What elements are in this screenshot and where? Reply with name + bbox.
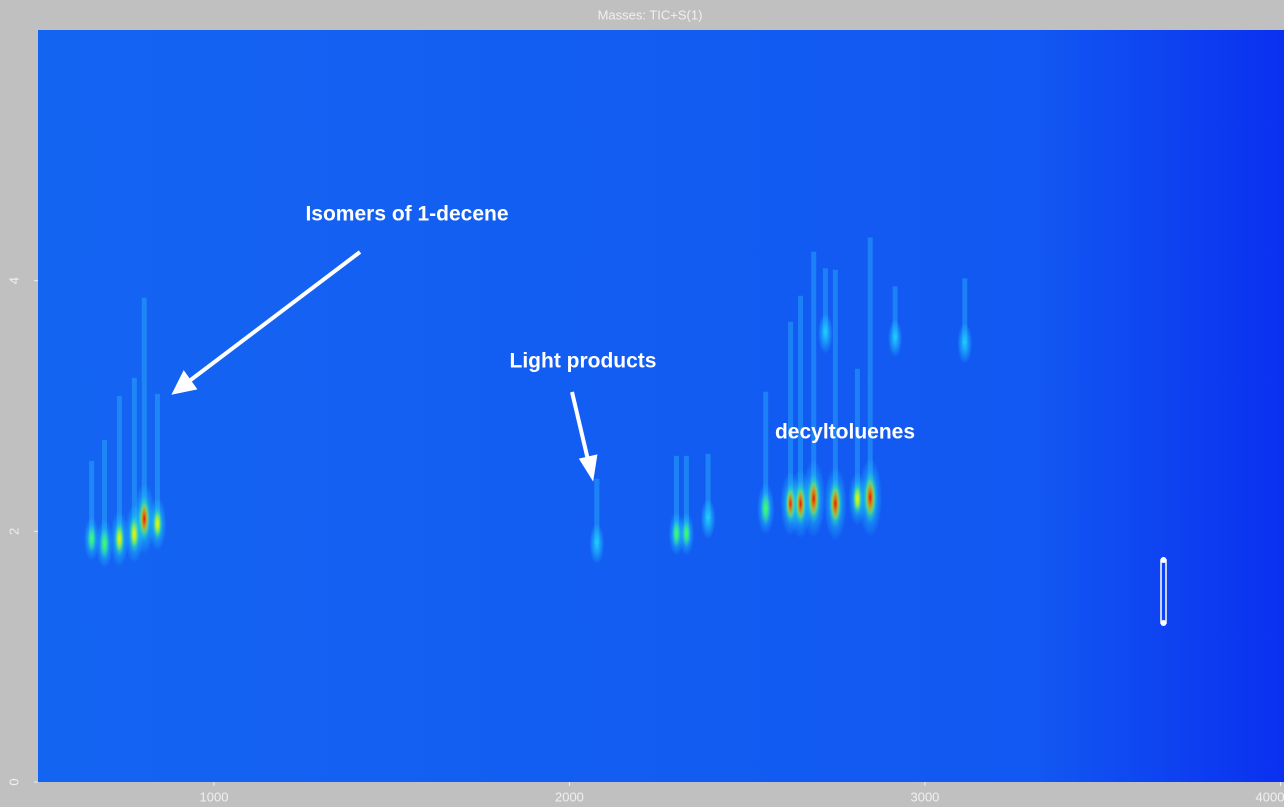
annotation: decyltoluenes bbox=[775, 421, 915, 444]
plot-area bbox=[38, 30, 1284, 782]
peak-level bbox=[810, 483, 818, 514]
peak-level bbox=[87, 525, 95, 552]
peak-level bbox=[116, 526, 123, 551]
peak-halo bbox=[888, 319, 902, 357]
x-tick-label: 1000 bbox=[200, 789, 229, 804]
chart: Masses: TIC+S(1) 1000 2000 3000 4000 0 2 4 Isom… bbox=[0, 0, 1284, 807]
peak-halo bbox=[818, 313, 833, 354]
annotation: Light products bbox=[510, 350, 657, 373]
y-tick-label: 2 bbox=[6, 528, 21, 535]
y-tick-label: 4 bbox=[6, 277, 21, 284]
peak-level bbox=[761, 493, 771, 525]
chart-title: Masses: TIC+S(1) bbox=[598, 7, 703, 22]
page: Masses: TIC+S(1) 1000 2000 3000 4000 0 2 4 Isom… bbox=[0, 0, 1284, 807]
y-tick-label: 0 bbox=[6, 778, 21, 785]
annotation: Isomers of 1-decene bbox=[305, 203, 508, 226]
peak-halo bbox=[589, 523, 604, 564]
peak-halo bbox=[957, 323, 972, 364]
x-tick-label: 3000 bbox=[910, 789, 939, 804]
peak-level bbox=[100, 529, 109, 559]
peak-level bbox=[682, 520, 690, 547]
peak-level bbox=[866, 481, 874, 513]
peak-level bbox=[154, 512, 161, 536]
x-tick-label: 2000 bbox=[555, 789, 584, 804]
peak-level bbox=[141, 505, 148, 533]
x-tick-label: 4000 bbox=[1256, 789, 1284, 804]
peak-level bbox=[832, 489, 840, 519]
peak-halo bbox=[701, 498, 716, 539]
